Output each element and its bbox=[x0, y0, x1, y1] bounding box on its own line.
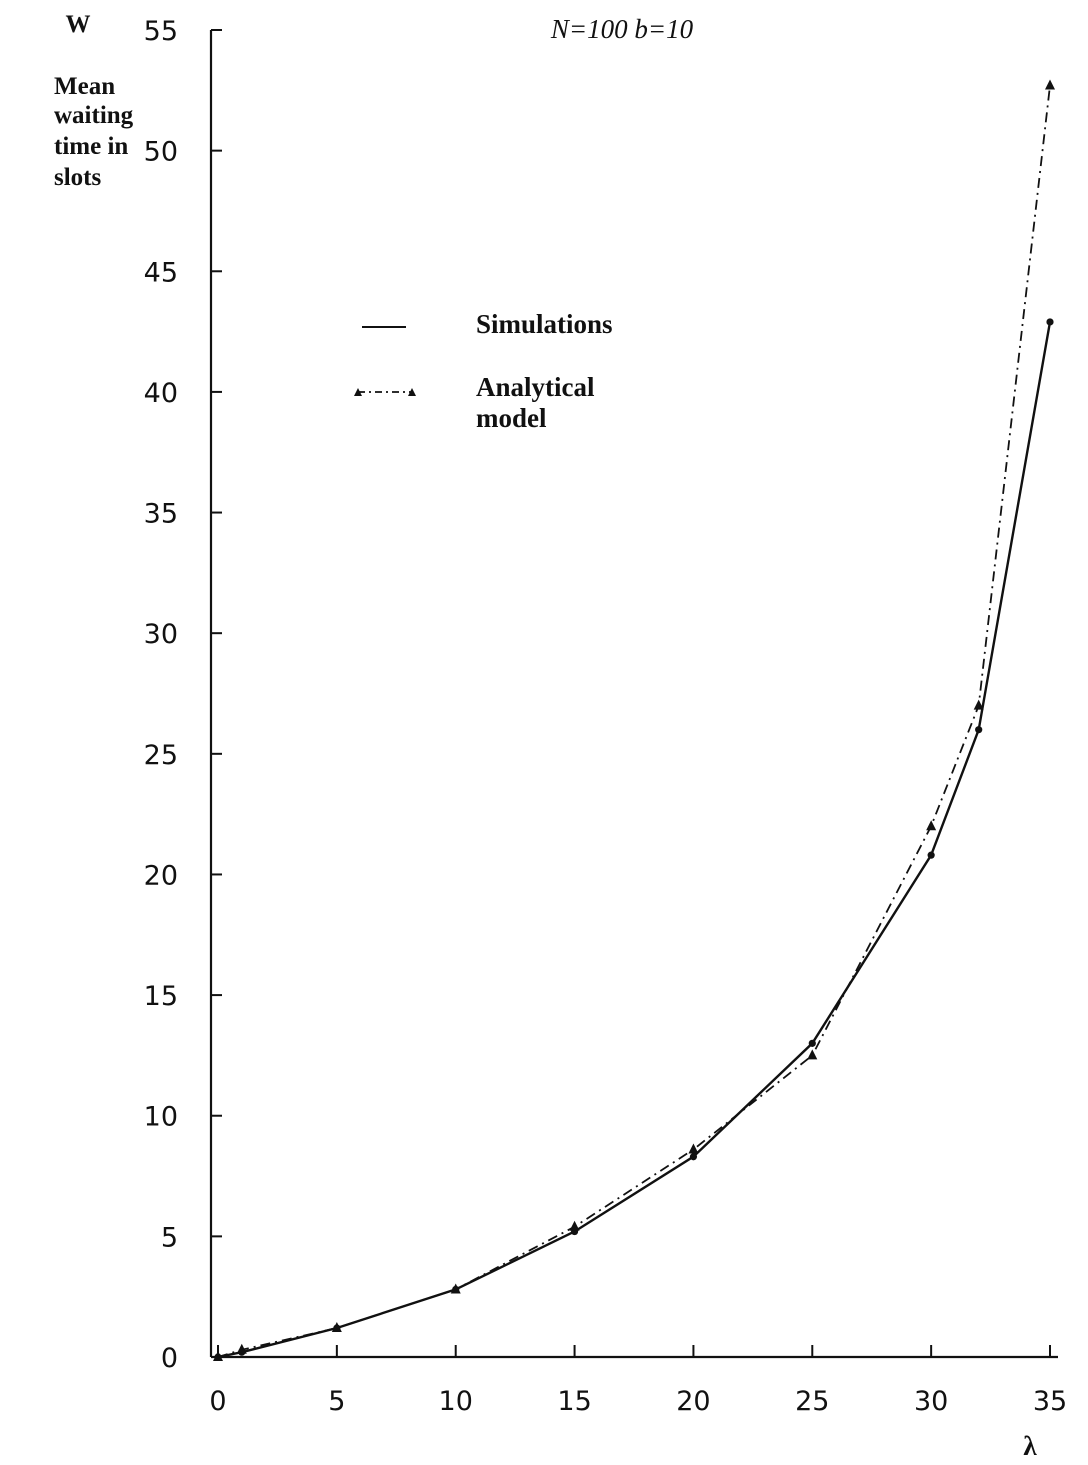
series-line-analytical bbox=[217, 85, 1051, 1358]
point-analytical bbox=[450, 1283, 461, 1294]
legend-label-analytical: model bbox=[476, 403, 547, 433]
point-analytical bbox=[236, 1343, 247, 1354]
point-simulations bbox=[689, 1153, 698, 1161]
y-tick-label: 20 bbox=[144, 860, 178, 891]
x-tick-label: 10 bbox=[439, 1386, 473, 1417]
series-layer bbox=[213, 79, 1055, 1361]
legend-marker-analytical bbox=[408, 388, 416, 396]
point-analytical bbox=[688, 1143, 699, 1154]
y-tick-label: 5 bbox=[161, 1222, 178, 1253]
y-tick-label: 55 bbox=[144, 16, 178, 47]
y-tick-label: 25 bbox=[144, 740, 178, 771]
legend-marker-analytical bbox=[354, 388, 362, 396]
point-analytical bbox=[1045, 79, 1055, 90]
legend-label-analytical: Analytical bbox=[476, 372, 595, 402]
y-axis-label: Mean waiting time in slots bbox=[54, 73, 134, 191]
x-tick-label: 25 bbox=[795, 1386, 829, 1417]
point-analytical bbox=[926, 820, 937, 831]
y-tick-label: 45 bbox=[144, 257, 178, 288]
y-axis-label-line: Mean bbox=[54, 73, 115, 100]
y-tick-label: 10 bbox=[144, 1102, 178, 1133]
x-tick-label: 0 bbox=[209, 1386, 226, 1417]
point-simulations bbox=[1046, 318, 1054, 326]
y-axis-label-line: time in bbox=[54, 133, 128, 160]
legend-label-simulations: Simulations bbox=[476, 309, 613, 339]
point-simulations bbox=[927, 851, 935, 859]
legend: Simulations Analytical model bbox=[354, 309, 613, 433]
y-tick-label: 30 bbox=[144, 619, 178, 650]
point-analytical bbox=[569, 1220, 580, 1231]
y-axis-symbol: W bbox=[66, 11, 91, 38]
y-tick-label: 50 bbox=[144, 137, 178, 168]
chart-title: N=100 b=10 bbox=[550, 14, 694, 44]
point-analytical bbox=[331, 1322, 342, 1333]
x-tick-label: 20 bbox=[676, 1386, 710, 1417]
x-tick-label: 35 bbox=[1033, 1386, 1067, 1417]
y-axis-label-line: waiting bbox=[54, 102, 134, 129]
y-axis-label-line: slots bbox=[54, 164, 102, 191]
point-analytical bbox=[973, 699, 984, 710]
y-tick-label: 0 bbox=[161, 1343, 178, 1374]
x-tick-label: 30 bbox=[914, 1386, 948, 1417]
series-line-simulations bbox=[217, 321, 1052, 1359]
y-tick-label: 40 bbox=[144, 378, 178, 409]
y-ticks: 0 5 10 15 20 25 30 35 40 45 50 55 bbox=[144, 16, 222, 1374]
y-tick-label: 15 bbox=[144, 981, 178, 1012]
x-ticks: 0 5 10 15 20 25 30 35 bbox=[209, 1345, 1067, 1417]
point-simulations bbox=[808, 1039, 816, 1047]
y-tick-label: 35 bbox=[144, 499, 178, 530]
x-axis-label: λ bbox=[1023, 1431, 1037, 1461]
point-analytical bbox=[807, 1049, 818, 1060]
x-tick-label: 15 bbox=[557, 1386, 591, 1417]
point-analytical bbox=[213, 1351, 223, 1361]
point-simulations bbox=[975, 726, 983, 734]
x-tick-label: 5 bbox=[328, 1386, 345, 1417]
